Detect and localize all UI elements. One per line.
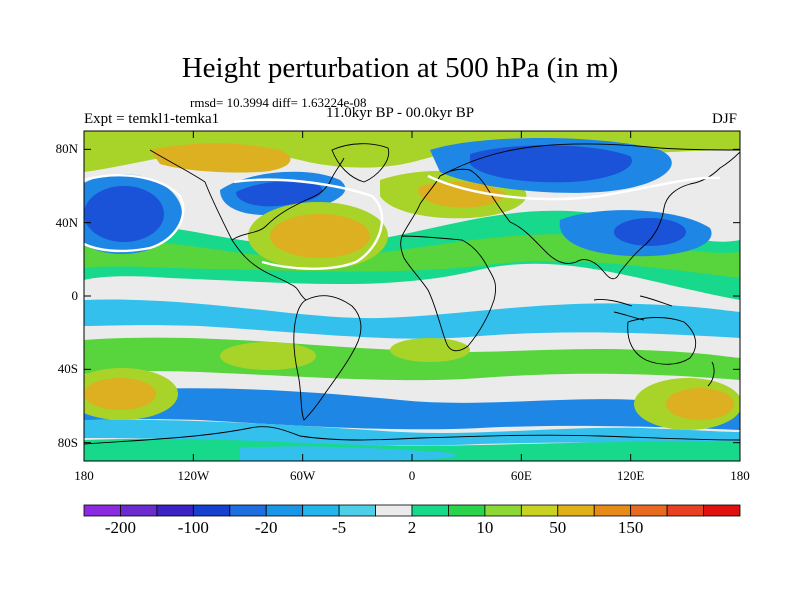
period-label: 11.0kyr BP - 00.0kyr BP bbox=[326, 105, 475, 121]
lon-label: 180 bbox=[730, 468, 750, 483]
colorbar-swatch bbox=[375, 504, 413, 517]
colorbar-swatch bbox=[229, 504, 267, 517]
axis-ticks bbox=[83, 131, 741, 461]
field-southern-ocean-weak bbox=[84, 419, 740, 446]
lat-label: 80S bbox=[57, 434, 78, 450]
colorbar-swatch bbox=[192, 504, 231, 517]
zero-contour-siberia bbox=[427, 174, 721, 201]
coast-new-zealand bbox=[707, 361, 715, 387]
contour-field bbox=[84, 131, 740, 461]
colorbar-label: -200 bbox=[104, 518, 137, 537]
experiment-label: Expt = temkl1-temka1 bbox=[84, 111, 220, 127]
colorbar-swatch bbox=[156, 504, 194, 517]
zero-contour-npac bbox=[84, 174, 185, 253]
lon-label: 180 bbox=[74, 468, 94, 483]
field-natl-high-inner bbox=[270, 214, 370, 258]
coast-south-america bbox=[293, 295, 362, 421]
colorbar-swatch bbox=[520, 504, 559, 517]
colorbar-swatch bbox=[338, 504, 376, 517]
field-antarctic-neg bbox=[240, 446, 457, 461]
lon-label: 120W bbox=[177, 468, 210, 483]
colorbar-swatch bbox=[666, 504, 704, 517]
lat-label: 80N bbox=[55, 141, 78, 157]
coast-antarctica bbox=[84, 426, 740, 445]
colorbar-swatch bbox=[448, 504, 486, 517]
colorbar-swatch bbox=[120, 504, 158, 517]
colorbar-label: 150 bbox=[617, 518, 644, 537]
colorbar-swatch bbox=[265, 504, 304, 517]
colorbar-label: 10 bbox=[476, 518, 494, 537]
lon-label: 120E bbox=[616, 468, 645, 483]
field-southern-ocean-neg bbox=[84, 388, 740, 430]
season-label: DJF bbox=[712, 111, 738, 127]
colorbar-swatch bbox=[557, 504, 595, 517]
field-namer-low-inner bbox=[236, 181, 323, 207]
colorbar-swatch bbox=[302, 504, 340, 517]
lon-label: 60W bbox=[290, 468, 316, 483]
colorbar-label: -20 bbox=[254, 518, 278, 537]
colorbar-swatch bbox=[484, 504, 522, 517]
lon-label: 0 bbox=[408, 468, 416, 483]
field-sh-weak-neg-band bbox=[84, 299, 740, 339]
coast-greenland bbox=[331, 143, 390, 183]
colorbar-swatch bbox=[703, 504, 741, 517]
lat-label: 40N bbox=[55, 214, 78, 230]
lon-label: 60E bbox=[510, 468, 532, 483]
colorbar-swatch bbox=[630, 504, 668, 517]
field-europe-high-inner bbox=[418, 181, 506, 208]
coast-europe bbox=[401, 168, 511, 237]
coast-africa bbox=[400, 235, 497, 352]
field-npac-low-inner bbox=[84, 186, 164, 242]
field-nh-subtropic-pos bbox=[84, 234, 740, 278]
coast-indonesia bbox=[593, 295, 673, 321]
field-easia-low-inner bbox=[614, 218, 686, 246]
field-spac-high-inner bbox=[84, 378, 156, 410]
field-sh-pos-lobe-2 bbox=[390, 338, 470, 362]
field-sio-high-inner bbox=[666, 388, 734, 420]
colorbar-swatch bbox=[593, 504, 632, 517]
colorbar-label: -100 bbox=[177, 518, 209, 537]
lat-label: 40S bbox=[57, 361, 78, 377]
zero-contour-natl bbox=[233, 178, 384, 270]
coast-north-america bbox=[149, 149, 345, 301]
colorbar-label: 2 bbox=[407, 518, 417, 537]
colorbar-label: 50 bbox=[549, 518, 567, 537]
colorbar-swatch bbox=[411, 504, 449, 517]
zero-contours bbox=[84, 174, 721, 270]
field-sh-pos-lobe bbox=[220, 342, 316, 370]
colorbar bbox=[83, 504, 741, 517]
rmsd-diff-stats: rmsd= 10.3994 diff= 1.63224e-08 bbox=[190, 95, 367, 110]
lat-label: 0 bbox=[71, 288, 79, 303]
colorbar-swatch bbox=[83, 504, 121, 517]
colorbar-label: -5 bbox=[332, 518, 347, 537]
field-arctic-strong-pos bbox=[150, 143, 291, 173]
field-siberia-low-inner bbox=[470, 145, 632, 183]
coast-australia bbox=[627, 317, 697, 365]
map-title: Height perturbation at 500 hPa (in m) bbox=[181, 52, 619, 84]
